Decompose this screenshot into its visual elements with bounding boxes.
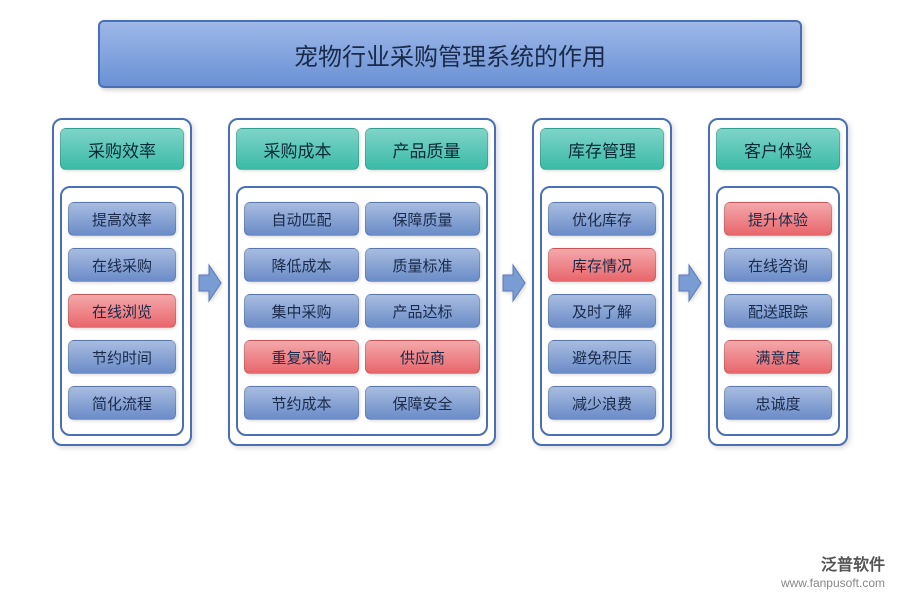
items-container: 提升体验在线咨询配送跟踪满意度忠诚度 bbox=[716, 186, 840, 436]
items-column: 提升体验在线咨询配送跟踪满意度忠诚度 bbox=[724, 202, 832, 420]
items-container: 自动匹配降低成本集中采购重复采购节约成本保障质量质量标准产品达标供应商保障安全 bbox=[236, 186, 488, 436]
column-headers: 采购效率 bbox=[60, 128, 184, 170]
item-box: 在线咨询 bbox=[724, 248, 832, 282]
arrow-icon bbox=[676, 118, 704, 448]
item-box: 集中采购 bbox=[244, 294, 359, 328]
item-box: 在线采购 bbox=[68, 248, 176, 282]
column-header: 采购效率 bbox=[60, 128, 184, 170]
item-box: 自动匹配 bbox=[244, 202, 359, 236]
column-header: 客户体验 bbox=[716, 128, 840, 170]
item-box: 供应商 bbox=[365, 340, 480, 374]
item-box: 及时了解 bbox=[548, 294, 656, 328]
watermark-brand: 泛普软件 bbox=[821, 557, 885, 574]
item-box: 忠诚度 bbox=[724, 386, 832, 420]
column-header: 采购成本 bbox=[236, 128, 359, 170]
item-box: 保障安全 bbox=[365, 386, 480, 420]
items-column: 保障质量质量标准产品达标供应商保障安全 bbox=[365, 202, 480, 420]
item-box: 避免积压 bbox=[548, 340, 656, 374]
items-container: 提高效率在线采购在线浏览节约时间简化流程 bbox=[60, 186, 184, 436]
items-column: 优化库存库存情况及时了解避免积压减少浪费 bbox=[548, 202, 656, 420]
item-box: 库存情况 bbox=[548, 248, 656, 282]
column-header: 库存管理 bbox=[540, 128, 664, 170]
item-box: 优化库存 bbox=[548, 202, 656, 236]
main-title: 宠物行业采购管理系统的作用 bbox=[98, 20, 802, 88]
item-box: 简化流程 bbox=[68, 386, 176, 420]
item-box: 节约成本 bbox=[244, 386, 359, 420]
column-group: 采购成本产品质量自动匹配降低成本集中采购重复采购节约成本保障质量质量标准产品达标… bbox=[228, 118, 496, 446]
item-box: 产品达标 bbox=[365, 294, 480, 328]
item-box: 减少浪费 bbox=[548, 386, 656, 420]
watermark-url: www.fanpusoft.com bbox=[781, 576, 885, 590]
column-header: 产品质量 bbox=[365, 128, 488, 170]
items-column: 提高效率在线采购在线浏览节约时间简化流程 bbox=[68, 202, 176, 420]
item-box: 保障质量 bbox=[365, 202, 480, 236]
column-headers: 采购成本产品质量 bbox=[236, 128, 488, 170]
item-box: 质量标准 bbox=[365, 248, 480, 282]
columns-row: 采购效率提高效率在线采购在线浏览节约时间简化流程 采购成本产品质量自动匹配降低成… bbox=[20, 118, 880, 448]
item-box: 降低成本 bbox=[244, 248, 359, 282]
watermark: 泛普软件 www.fanpusoft.com bbox=[781, 556, 885, 590]
column-group: 采购效率提高效率在线采购在线浏览节约时间简化流程 bbox=[52, 118, 192, 446]
item-box: 节约时间 bbox=[68, 340, 176, 374]
item-box: 满意度 bbox=[724, 340, 832, 374]
item-box: 提升体验 bbox=[724, 202, 832, 236]
column-headers: 客户体验 bbox=[716, 128, 840, 170]
column-group: 库存管理优化库存库存情况及时了解避免积压减少浪费 bbox=[532, 118, 672, 446]
column-group: 客户体验提升体验在线咨询配送跟踪满意度忠诚度 bbox=[708, 118, 848, 446]
arrow-icon bbox=[196, 118, 224, 448]
item-box: 在线浏览 bbox=[68, 294, 176, 328]
item-box: 配送跟踪 bbox=[724, 294, 832, 328]
item-box: 提高效率 bbox=[68, 202, 176, 236]
column-headers: 库存管理 bbox=[540, 128, 664, 170]
arrow-icon bbox=[500, 118, 528, 448]
items-container: 优化库存库存情况及时了解避免积压减少浪费 bbox=[540, 186, 664, 436]
items-column: 自动匹配降低成本集中采购重复采购节约成本 bbox=[244, 202, 359, 420]
item-box: 重复采购 bbox=[244, 340, 359, 374]
